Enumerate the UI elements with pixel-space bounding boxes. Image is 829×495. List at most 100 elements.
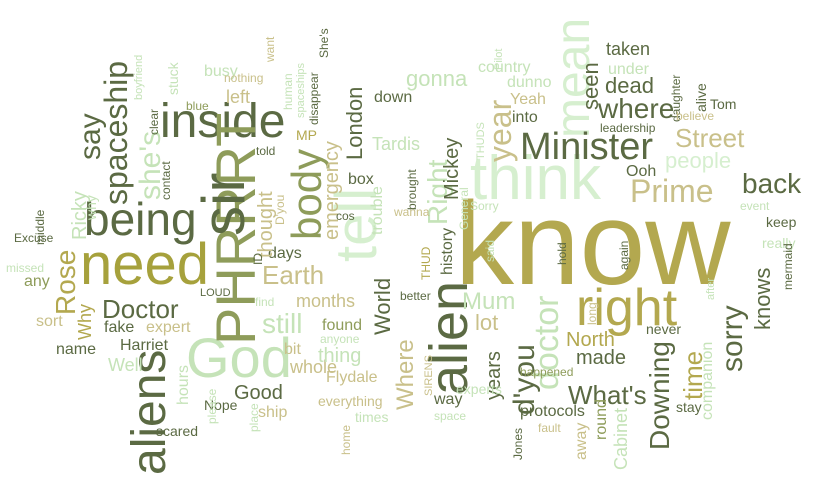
word-away: away <box>573 422 590 460</box>
word-Shes: She's <box>317 28 331 58</box>
word-stuck: stuck <box>165 62 181 95</box>
word-Prime: Prime <box>630 173 714 209</box>
word-emergency: emergency <box>321 141 343 240</box>
word-Whats: What's <box>568 380 647 410</box>
word-place: place <box>247 403 261 432</box>
word-think: think <box>470 144 601 213</box>
word-Mum: Mum <box>462 288 516 315</box>
word-fault: fault <box>538 421 561 435</box>
word-missed: missed <box>6 261 45 275</box>
word-trouble: trouble <box>369 186 386 235</box>
word-dead: dead <box>605 73 654 98</box>
word-alive: alive <box>693 83 709 112</box>
word-round: round <box>593 399 610 440</box>
word-under: under <box>608 61 649 78</box>
word-busy: busy <box>204 63 238 80</box>
word-left: left <box>226 87 251 107</box>
word-experts: experts <box>456 381 502 397</box>
word-Doctor: Doctor <box>102 294 179 324</box>
word-Dyou: D'you <box>273 194 287 225</box>
word-space: space <box>434 409 467 423</box>
word-London: London <box>342 86 367 160</box>
word-boyfriend: boyfriend <box>133 54 145 100</box>
word-made: made <box>576 347 627 369</box>
word-companion: companion <box>699 341 716 420</box>
word-Excuse: Excuse <box>14 231 54 245</box>
word-human: human <box>281 73 295 110</box>
word-people: people <box>665 148 732 173</box>
word-God: God <box>186 326 292 389</box>
word-happened: happened <box>520 365 574 379</box>
word-Minister: Minister <box>520 126 654 168</box>
word-contact: contact <box>159 161 173 200</box>
word-please: please <box>205 388 219 424</box>
word-taken: taken <box>606 39 651 59</box>
word-said: said <box>483 239 497 262</box>
word-SIRENS: SIRENS <box>423 355 435 396</box>
word-Yeah: Yeah <box>510 91 546 108</box>
word-box: box <box>348 171 374 188</box>
word-anyone: anyone <box>320 332 360 346</box>
word-down: down <box>374 89 413 106</box>
word-Ooh: Ooh <box>626 163 657 180</box>
word-General: General <box>457 187 471 230</box>
word-sir: sir <box>190 172 257 236</box>
word-World: World <box>370 277 395 335</box>
word-into: into <box>512 109 538 126</box>
word-event: event <box>740 199 770 213</box>
word-ID: ID <box>251 253 265 265</box>
word-knows: knows <box>750 267 775 330</box>
word-sorry: sorry <box>716 305 749 372</box>
word-Downing: Downing <box>644 341 675 450</box>
word-home: home <box>339 424 353 455</box>
word-days: days <box>268 245 302 262</box>
word-lot: lot <box>475 310 499 335</box>
word-know: know <box>455 178 731 310</box>
word-everything: everything <box>318 393 383 409</box>
word-really: really <box>762 235 796 251</box>
word-why: why <box>83 195 99 220</box>
word-want: want <box>263 36 277 62</box>
word-never: never <box>646 321 682 337</box>
word-back: back <box>742 168 802 199</box>
word-Street: Street <box>675 123 745 153</box>
word-Harriet: Harriet <box>120 337 169 354</box>
word-say: say <box>74 113 107 160</box>
word-believe: believe <box>676 109 715 123</box>
word-Sorry: Sorry <box>470 199 499 213</box>
word-LOUD: LOUD <box>200 287 231 299</box>
word-seen: seen <box>578 62 603 110</box>
word-any: any <box>24 273 50 290</box>
word-THUD: THUD <box>419 246 433 280</box>
word-found: found <box>322 317 363 334</box>
word-clear: clear <box>147 108 161 135</box>
word-where: where <box>598 93 675 124</box>
word-Cabinet: Cabinet <box>611 407 631 470</box>
word-Earth: Earth <box>262 260 325 290</box>
word-whole: whole <box>290 357 338 377</box>
word-fake: fake <box>104 319 135 336</box>
word-again: again <box>617 240 631 270</box>
word-still: still <box>262 308 303 339</box>
word-blue: blue <box>186 99 209 113</box>
word-North: North <box>566 329 615 351</box>
word-Tom: Tom <box>710 96 737 112</box>
word-leadership: leadership <box>600 121 656 135</box>
word-need: need <box>80 232 210 297</box>
word-hold: hold <box>555 242 569 265</box>
word-name: name <box>56 341 97 358</box>
word-Nope: Nope <box>204 397 238 413</box>
word-thing: thing <box>318 345 362 367</box>
word-inside: inside <box>160 95 286 148</box>
word-THUDS: THUDS <box>475 122 487 160</box>
word-cos: cos <box>336 209 355 223</box>
word-Pilot: Pilot <box>493 48 505 70</box>
word-keep: keep <box>766 214 797 230</box>
word-mermaid: mermaid <box>781 243 795 290</box>
word-expert: expert <box>146 319 191 336</box>
word-months: months <box>296 291 356 311</box>
word-spaceships: spaceships <box>295 62 307 118</box>
word-protocols: protocols <box>520 403 585 420</box>
word-told: told <box>256 144 276 158</box>
word-Jones: Jones <box>511 427 525 460</box>
